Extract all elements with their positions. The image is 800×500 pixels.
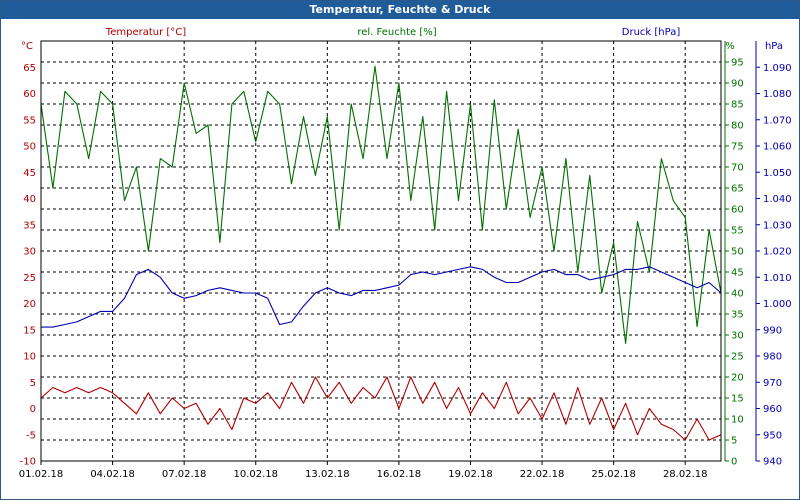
humidity-tick-label: 10 xyxy=(731,415,744,426)
x-tick-label: 13.02.18 xyxy=(305,469,350,480)
humidity-tick-label: 50 xyxy=(731,247,744,258)
temperature-tick-label: 5 xyxy=(30,378,36,389)
temperature-tick-label: 65 xyxy=(23,63,36,74)
x-tick-label: 10.02.18 xyxy=(233,469,278,480)
temperature-tick-label: 30 xyxy=(23,247,36,258)
temperature-tick-label: 60 xyxy=(23,89,36,100)
temperature-tick-label: 55 xyxy=(23,115,36,126)
x-tick-label: 19.02.18 xyxy=(448,469,493,480)
humidity-tick-label: 25 xyxy=(731,352,744,363)
pressure-tick-label: 1.000 xyxy=(763,299,792,310)
pressure-tick-label: 1.070 xyxy=(763,115,792,126)
temperature-tick-label: 50 xyxy=(23,142,36,153)
humidity-tick-label: 75 xyxy=(731,142,744,153)
humidity-tick-label: 60 xyxy=(731,205,744,216)
window-title: Temperatur, Feuchte & Druck xyxy=(1,1,799,19)
pressure-tick-label: 1.010 xyxy=(763,273,792,284)
temperature-series-line xyxy=(40,376,722,441)
temperature-tick-label: -10 xyxy=(20,457,36,468)
pressure-tick-label: 970 xyxy=(763,378,782,389)
temperature-tick-label: 45 xyxy=(23,168,36,179)
legend-humidity: rel. Feuchte [%] xyxy=(357,27,436,38)
humidity-tick-label: 40 xyxy=(731,289,744,300)
left-axis-unit: °C xyxy=(21,41,33,52)
temperature-tick-label: 0 xyxy=(30,404,36,415)
x-tick-label: 16.02.18 xyxy=(377,469,422,480)
legend-temperature: Temperatur [°C] xyxy=(105,27,186,38)
pressure-tick-label: 950 xyxy=(763,430,782,441)
pressure-tick-label: 1.050 xyxy=(763,168,792,179)
pressure-tick-label: 1.060 xyxy=(763,142,792,153)
humidity-tick-label: 20 xyxy=(731,373,744,384)
pressure-tick-label: 1.020 xyxy=(763,247,792,258)
humidity-series-line xyxy=(40,65,722,344)
pressure-tick-label: 1.090 xyxy=(763,63,792,74)
pressure-tick-label: 980 xyxy=(763,352,782,363)
humidity-tick-label: 5 xyxy=(731,436,737,447)
legend-pressure: Druck [hPa] xyxy=(622,27,681,38)
humidity-tick-label: 0 xyxy=(731,457,737,468)
pressure-tick-label: 990 xyxy=(763,325,782,336)
humidity-tick-label: 35 xyxy=(731,310,744,321)
plot-border xyxy=(40,40,722,462)
temperature-tick-label: 25 xyxy=(23,273,36,284)
temperature-tick-label: -5 xyxy=(26,430,36,441)
humidity-tick-label: 95 xyxy=(731,58,744,69)
humidity-tick-label: 90 xyxy=(731,79,744,90)
x-tick-label: 01.02.18 xyxy=(19,469,64,480)
temperature-tick-label: 40 xyxy=(23,194,36,205)
x-tick-label: 04.02.18 xyxy=(90,469,135,480)
humidity-tick-label: 65 xyxy=(731,184,744,195)
x-tick-label: 07.02.18 xyxy=(162,469,207,480)
pressure-axis-unit: hPa xyxy=(765,41,783,52)
humidity-tick-label: 80 xyxy=(731,121,744,132)
pressure-series-line xyxy=(41,266,722,328)
humidity-tick-label: 85 xyxy=(731,100,744,111)
temperature-tick-label: 20 xyxy=(23,299,36,310)
x-tick-label: 22.02.18 xyxy=(520,469,565,480)
humidity-tick-label: 70 xyxy=(731,163,744,174)
humidity-tick-label: 30 xyxy=(731,331,744,342)
humidity-tick-label: 55 xyxy=(731,226,744,237)
temperature-tick-label: 10 xyxy=(23,352,36,363)
pressure-tick-label: 1.040 xyxy=(763,194,792,205)
x-tick-label: 28.02.18 xyxy=(663,469,708,480)
pressure-tick-label: 1.080 xyxy=(763,89,792,100)
pressure-tick-label: 960 xyxy=(763,404,782,415)
pressure-tick-label: 1.030 xyxy=(763,220,792,231)
temperature-tick-label: 15 xyxy=(23,325,36,336)
humidity-tick-label: 45 xyxy=(731,268,744,279)
pressure-tick-label: 940 xyxy=(763,457,782,468)
x-tick-label: 25.02.18 xyxy=(591,469,636,480)
humidity-axis-unit: % xyxy=(725,41,735,52)
humidity-tick-label: 15 xyxy=(731,394,744,405)
temperature-tick-label: 35 xyxy=(23,220,36,231)
